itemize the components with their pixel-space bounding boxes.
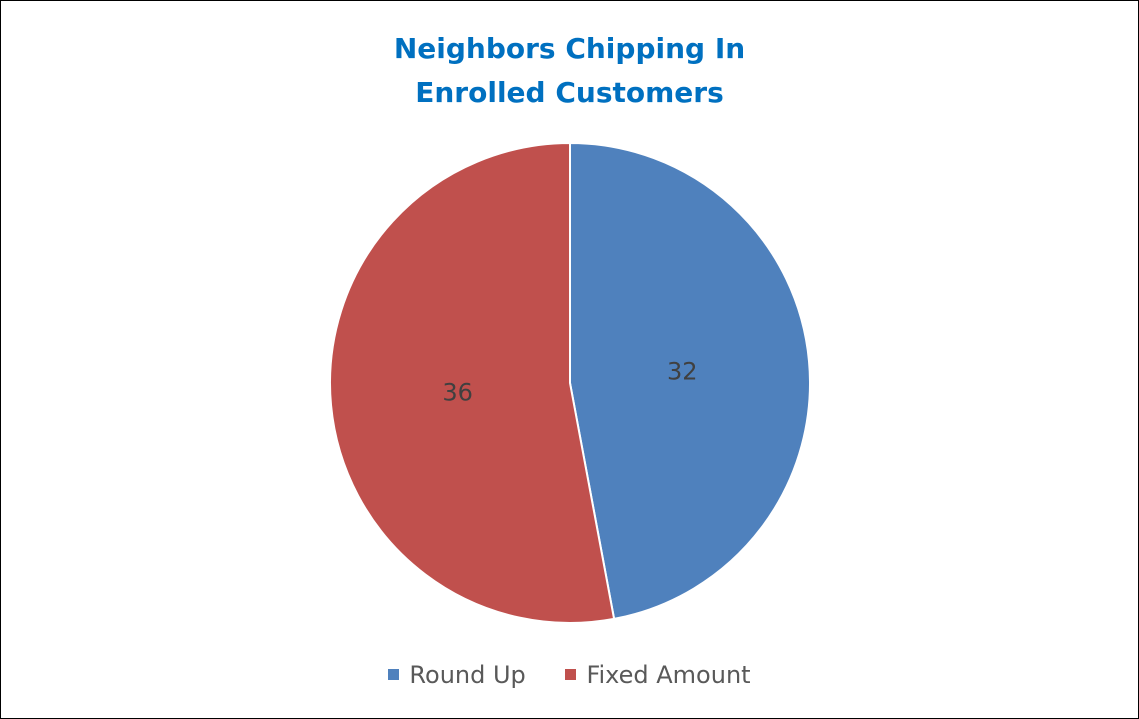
data-label-fixed-amount: 36: [442, 378, 473, 406]
legend: Round Up Fixed Amount: [1, 658, 1138, 689]
legend-swatch-fixed-amount: [565, 669, 576, 680]
legend-label-round-up: Round Up: [409, 661, 525, 689]
data-label-round-up: 32: [667, 358, 698, 386]
legend-item-round-up: Round Up: [388, 661, 525, 689]
legend-swatch-round-up: [388, 669, 399, 680]
legend-item-fixed-amount: Fixed Amount: [565, 661, 750, 689]
legend-label-fixed-amount: Fixed Amount: [586, 661, 750, 689]
